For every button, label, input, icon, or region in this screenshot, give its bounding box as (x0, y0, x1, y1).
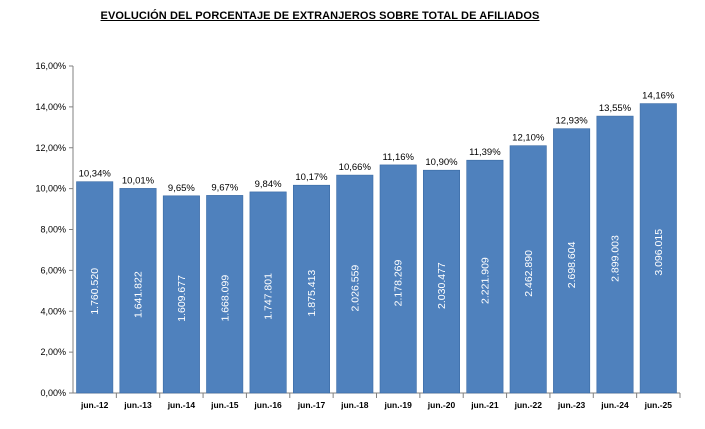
x-tick-label: jun.-22 (514, 400, 543, 410)
value-label: 10,90% (425, 157, 458, 168)
x-tick-label: jun.-16 (253, 400, 282, 410)
value-label: 9,65% (168, 183, 195, 194)
x-tick-label: jun.-19 (383, 400, 412, 410)
bar-jun.-24 (596, 115, 634, 394)
y-tick-label: 4,00% (40, 306, 66, 316)
bar-count-label: 2.462.890 (523, 250, 535, 297)
bar-jun.-15 (206, 195, 244, 394)
bar-count-label: 1.609.677 (176, 275, 188, 322)
x-tick-label: jun.-15 (210, 400, 239, 410)
axes: 0,00% 2,00% 4,00% 6,00% 8,00% 10,00% 12,00% 14,… (35, 61, 681, 398)
bar-jun.-18 (336, 174, 374, 394)
x-tick-label: jun.-23 (557, 400, 586, 410)
bar-count-label: 2.221.909 (479, 257, 491, 304)
value-label: 10,34% (79, 169, 112, 180)
bar-count-label: 1.760.520 (89, 268, 101, 315)
x-tick-label: jun.-21 (470, 400, 499, 410)
bar-jun.-25 (639, 103, 677, 394)
value-label: 12,93% (555, 116, 588, 127)
y-tick-label: 6,00% (40, 265, 66, 275)
x-tick-label: jun.-25 (644, 400, 673, 410)
value-label: 14,16% (642, 91, 675, 102)
x-tick-label: jun.-13 (123, 400, 152, 410)
bar-jun.-22 (509, 145, 547, 394)
bar-jun.-21 (466, 159, 504, 394)
y-tick-label: 16,00% (35, 61, 66, 71)
bar-count-label: 1.641.822 (133, 271, 145, 318)
value-label: 11,39% (469, 147, 501, 158)
x-tick-label: jun.-17 (297, 400, 326, 410)
bar-jun.-13 (119, 188, 157, 394)
chart-title: EVOLUCIÓN DEL PORCENTAJE DE EXTRANJEROS … (100, 10, 540, 22)
value-label: 11,16% (382, 152, 414, 163)
bar-count-label: 1.875.413 (306, 270, 318, 317)
y-tick-label: 10,00% (35, 184, 66, 194)
bar-jun.-14 (162, 195, 200, 394)
x-tick-label: jun.-14 (167, 400, 196, 410)
bar-count-label: 2.026.559 (349, 265, 361, 312)
y-tick-label: 14,00% (35, 102, 66, 112)
y-tick-label: 8,00% (40, 225, 66, 235)
bar-jun.-20 (422, 169, 460, 394)
bar-jun.-19 (379, 164, 417, 394)
y-tick-label: 2,00% (40, 347, 66, 357)
labels: jun.-12 10,34% 1.760.520 jun.-13 10,01% 1.641… (79, 91, 675, 410)
bar-jun.-23 (553, 128, 591, 394)
bar-jun.-12 (76, 181, 114, 394)
y-tick-label: 12,00% (35, 143, 66, 153)
bar-count-label: 2.899.003 (610, 235, 622, 282)
bar-count-label: 1.747.801 (263, 273, 275, 320)
bars (76, 103, 677, 394)
y-tick-label: 0,00% (40, 388, 66, 398)
value-label: 9,84% (255, 179, 282, 190)
value-label: 12,10% (512, 133, 545, 144)
value-label: 10,66% (339, 162, 372, 173)
bar-count-label: 2.178.269 (393, 259, 405, 306)
value-label: 10,17% (295, 172, 328, 183)
x-tick-label: jun.-24 (600, 400, 629, 410)
bar-count-label: 2.698.604 (566, 241, 578, 288)
value-label: 9,67% (211, 182, 238, 193)
bar-jun.-17 (292, 184, 330, 394)
value-label: 10,01% (122, 175, 155, 186)
bar-count-label: 1.668.099 (219, 275, 231, 322)
x-tick-label: jun.-20 (427, 400, 456, 410)
bar-count-label: 2.030.477 (436, 262, 448, 309)
x-tick-label: jun.-12 (80, 400, 109, 410)
value-label: 13,55% (599, 103, 632, 114)
x-tick-label: jun.-18 (340, 400, 369, 410)
bar-count-label: 3.096.015 (653, 229, 665, 276)
bar-jun.-16 (249, 191, 287, 394)
